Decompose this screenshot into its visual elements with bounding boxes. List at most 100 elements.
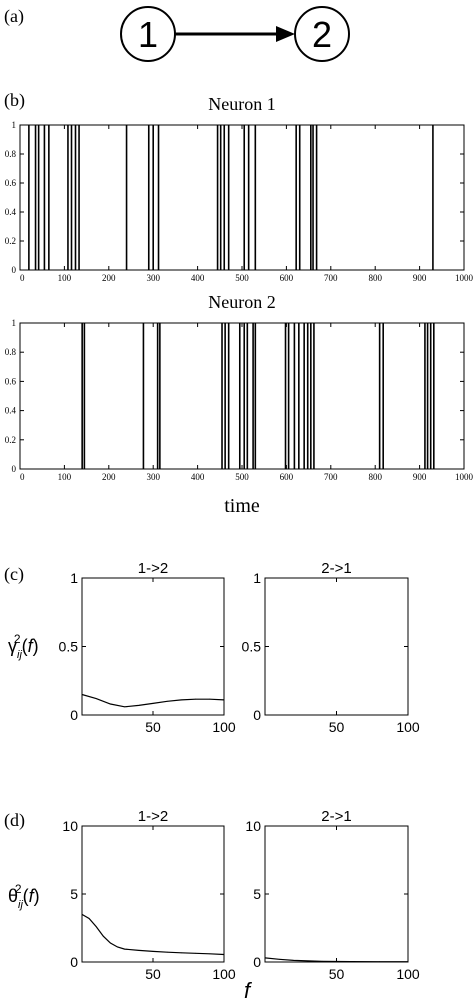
- data-point: [209, 953, 211, 955]
- data-point: [195, 698, 197, 700]
- data-point: [379, 961, 380, 963]
- data-point: [195, 952, 197, 954]
- data-point: [181, 952, 182, 954]
- x-tick-label: 1000: [455, 472, 474, 482]
- x-axis-label: f: [244, 978, 253, 1003]
- data-point: [81, 694, 83, 695]
- chart-neuron-1: Neuron 1 0 0.2 0.4 0.6 0.8 1 0 100 200 300 400 500 60…: [5, 94, 474, 283]
- data-point: [102, 935, 104, 937]
- y-tick-label: 5: [70, 886, 78, 902]
- arrowhead: [276, 26, 295, 42]
- plot-frame: [264, 577, 409, 716]
- y-tick-label: 0: [253, 954, 261, 970]
- panel-label-a: (a): [4, 6, 24, 27]
- data-point: [152, 951, 154, 952]
- chart-title: 2->1: [321, 808, 351, 825]
- x-tick-label: 300: [146, 273, 160, 283]
- plot-frame: [81, 577, 225, 716]
- network-diagram: 1 2: [120, 6, 350, 62]
- node-2-label: 2: [312, 14, 332, 55]
- data-point: [124, 948, 125, 950]
- y-axis-label: γij2(f): [8, 632, 39, 661]
- plot-frame: [19, 322, 465, 470]
- chart-theta-1-to-2: 1->2 0 5 10 50 100 f θij2(f): [8, 808, 253, 1003]
- y-tick-label: 0.8: [5, 149, 17, 159]
- y-tick-label: 10: [62, 818, 78, 834]
- plot-frame: [19, 124, 465, 271]
- chart-coherence-1-to-2: 1->2 0 0.5 1 50 100 γij2(f): [8, 560, 236, 735]
- y-tick-label: 1: [70, 570, 78, 586]
- x-tick-label: 50: [145, 719, 161, 735]
- x-tick-label: 900: [413, 472, 427, 482]
- data-point: [350, 961, 352, 962]
- x-tick-label: 600: [280, 472, 294, 482]
- series-line: [264, 957, 408, 963]
- node-1-label: 1: [138, 14, 158, 55]
- plot-frame: [264, 825, 409, 963]
- data-point: [95, 926, 97, 927]
- x-tick-label: 100: [58, 273, 72, 283]
- x-tick-label: 50: [329, 719, 345, 735]
- x-tick-label: 100: [396, 966, 420, 982]
- plot-frame: [81, 825, 225, 963]
- chart-title: 1->2: [138, 808, 168, 825]
- x-tick-label: 600: [280, 273, 294, 283]
- node-2: [294, 6, 350, 62]
- x-tick-label: 50: [145, 966, 161, 982]
- x-tick-label: 50: [329, 966, 345, 982]
- panel-label-d: (d): [4, 810, 25, 831]
- x-tick-label: 400: [191, 273, 205, 283]
- data-point: [110, 703, 111, 705]
- data-point: [166, 700, 168, 702]
- y-tick-label: 0: [12, 464, 17, 474]
- panel-label-b: (b): [4, 90, 25, 111]
- y-tick-label: 0.5: [242, 639, 262, 655]
- data-point: [152, 703, 154, 704]
- x-tick-label: 700: [324, 273, 338, 283]
- data-point: [223, 954, 225, 955]
- y-tick-label: 0.5: [59, 639, 79, 655]
- data-point: [321, 960, 323, 962]
- x-tick-label: 100: [212, 719, 236, 735]
- data-point: [88, 918, 90, 919]
- chart-title: Neuron 1: [208, 94, 275, 114]
- data-point: [81, 914, 83, 915]
- y-tick-label: 5: [253, 886, 261, 902]
- data-point: [407, 961, 409, 963]
- y-tick-label: 10: [245, 818, 261, 834]
- series-line: [81, 693, 225, 708]
- chart-theta-2-to-1: 2->1 0 5 10 50 100: [245, 808, 419, 982]
- panel-label-c: (c): [4, 564, 24, 585]
- x-tick-label: 100: [58, 472, 72, 482]
- x-tick-label: 900: [413, 273, 427, 283]
- data-point: [293, 960, 294, 961]
- chart-neuron-2: Neuron 2 0 0.2 0.4 0.6 0.8 1 0 100 200 300 400 500 60…: [5, 292, 474, 517]
- data-point: [110, 942, 111, 944]
- data-point: [166, 951, 168, 953]
- x-tick-label: 200: [102, 472, 116, 482]
- y-axis-label: θij2(f): [8, 882, 40, 911]
- x-tick-label: 700: [324, 472, 338, 482]
- y-tick-label: 0.4: [5, 406, 17, 416]
- data-point: [138, 705, 140, 706]
- data-point: [307, 960, 309, 962]
- x-tick-label: 0: [20, 273, 25, 283]
- y-tick-label: 0.6: [5, 376, 17, 386]
- data-point: [124, 706, 125, 708]
- y-tick-label: 1: [253, 570, 261, 586]
- y-tick-label: 1: [12, 318, 17, 328]
- y-tick-label: 0: [12, 265, 17, 275]
- x-tick-label: 300: [146, 472, 160, 482]
- data-point: [95, 698, 97, 699]
- x-tick-label: 200: [102, 273, 116, 283]
- data-point: [117, 946, 118, 948]
- y-tick-label: 0.6: [5, 178, 17, 188]
- x-tick-label: 100: [396, 719, 420, 735]
- y-tick-label: 0.8: [5, 347, 17, 357]
- x-tick-label: 0: [20, 472, 25, 482]
- data-point: [209, 698, 211, 700]
- data-point: [223, 699, 225, 701]
- y-tick-label: 0.2: [5, 236, 16, 246]
- chart-title: 2->1: [321, 560, 351, 577]
